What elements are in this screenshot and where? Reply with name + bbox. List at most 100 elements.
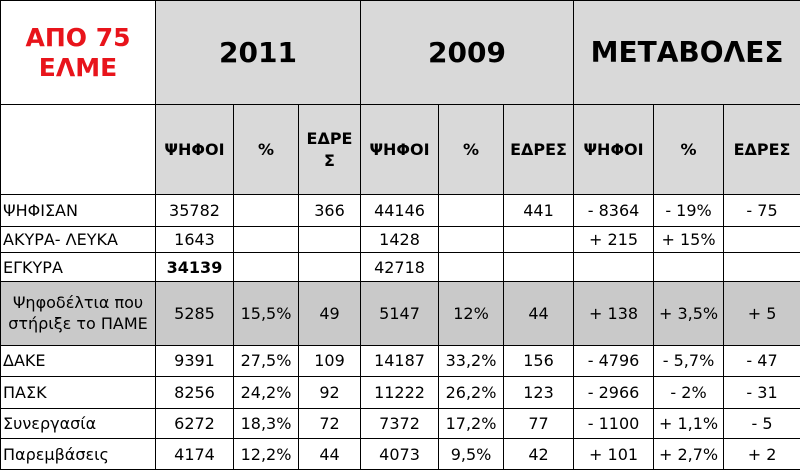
table-cell: 92 [297, 376, 362, 409]
table-cell: + 2,7% [653, 438, 725, 470]
table-cell [233, 193, 299, 227]
table-cell: 12% [438, 281, 505, 346]
table-row: ΠΑΣΚ 8256 24,2% 92 11222 26,2% 123- 2966- 2% - … [0, 376, 800, 409]
table-cell: 156 [503, 344, 575, 378]
table-cell [233, 225, 299, 253]
table-cell: - 4796 [573, 344, 655, 378]
table-cell: 1428 [360, 225, 440, 253]
votes-2011-header: ΨΗΦΟΙ [155, 104, 234, 195]
table-cell: - 5,7% [653, 344, 725, 378]
votes-2009-header: ΨΗΦΟΙ [360, 104, 440, 195]
table-cell: + 3,5% [653, 281, 725, 346]
year-2011-header: 2011 [154, 0, 362, 106]
table-cell [503, 251, 575, 283]
row-label: Συνεργασία [0, 407, 156, 440]
row-label: ΔΑΚΕ [0, 344, 156, 378]
table-cell: 441 [503, 193, 575, 227]
table-cell: 15,5% [233, 281, 299, 346]
table-cell: 8256 [155, 376, 234, 409]
table-cell: 33,2% [438, 344, 505, 378]
table-cell: 24,2% [233, 376, 299, 409]
table-cell [438, 193, 505, 227]
table-cell [573, 251, 655, 283]
table-cell: 123 [503, 376, 575, 409]
table-cell: 77 [503, 407, 575, 440]
row-label: Παρεμβάσεις [0, 438, 156, 470]
table-cell [438, 225, 505, 253]
table-cell: 49 [297, 281, 362, 346]
row-label: ΑΚΥΡΑ- ΛΕΥΚΑ [0, 225, 156, 253]
table-cell: - 2% [653, 376, 725, 409]
table-cell: 366 [297, 193, 362, 227]
table-cell: 44146 [360, 193, 440, 227]
table-cell: 18,3% [233, 407, 299, 440]
sub-header-row: ΨΗΦΟΙ % ΕΔΡΕ Σ ΨΗΦΟΙ % ΕΔΡΕΣ ΨΗΦΟΙ % ΕΔΡΕ… [0, 104, 800, 195]
table-cell: 72 [297, 407, 362, 440]
table-cell [297, 225, 362, 253]
table-cell: 5147 [360, 281, 440, 346]
table-cell: - 19% [653, 193, 725, 227]
table-cell: 35782 [155, 193, 234, 227]
table-cell: + 2 [723, 438, 800, 470]
table-cell: 11222 [360, 376, 440, 409]
row-label: ΠΑΣΚ [0, 376, 156, 409]
table-row: Συνεργασία 6272 18,3% 72 7372 17,2% 77- 1100 + … [0, 407, 800, 440]
table-cell [297, 251, 362, 283]
table-cell: + 1,1% [653, 407, 725, 440]
table-cell: 6272 [155, 407, 234, 440]
table-cell: 44 [297, 438, 362, 470]
table-cell: - 75 [723, 193, 800, 227]
changes-header: ΜΕΤΑΒΟΛΕΣ [573, 0, 800, 106]
table-cell: - 5 [723, 407, 800, 440]
table-cell: 1643 [155, 225, 234, 253]
table-cell: + 15% [653, 225, 725, 253]
pct-2009-header: % [438, 104, 505, 195]
table-cell: 9391 [155, 344, 234, 378]
seats-2009-header: ΕΔΡΕΣ [503, 104, 575, 195]
table-cell [653, 251, 725, 283]
table-cell: - 2966 [573, 376, 655, 409]
table-cell: + 215 [573, 225, 655, 253]
row-label-header [0, 104, 156, 195]
votes-change-header: ΨΗΦΟΙ [573, 104, 655, 195]
table-cell: 9,5% [438, 438, 505, 470]
seats-2011-header: ΕΔΡΕ Σ [297, 104, 362, 195]
table-cell [438, 251, 505, 283]
table-cell: + 5 [723, 281, 800, 346]
table-cell: 42 [503, 438, 575, 470]
table-cell [723, 225, 800, 253]
table-cell: - 47 [723, 344, 800, 378]
pct-2011-header: % [233, 104, 299, 195]
pct-change-header: % [653, 104, 725, 195]
table-cell: + 101 [573, 438, 655, 470]
table-cell: 12,2% [233, 438, 299, 470]
table-cell: 17,2% [438, 407, 505, 440]
table-cell: 4174 [155, 438, 234, 470]
data-rows: ΨΗΦΙΣΑΝ 35782 366 44146 441- 8364- 19% - 75 ΑΚ… [0, 193, 800, 470]
table-cell: 44 [503, 281, 575, 346]
table-cell [503, 225, 575, 253]
table-cell: 34139 [155, 251, 234, 283]
table-row: ΨΗΦΙΣΑΝ 35782 366 44146 441- 8364- 19% - 75 [0, 193, 800, 227]
year-2009-header: 2009 [360, 0, 575, 106]
table-cell: 109 [297, 344, 362, 378]
table-cell: - 1100 [573, 407, 655, 440]
corner-label-text: ΑΠΟ 75 ΕΛΜΕ [25, 22, 131, 82]
row-label: Ψηφοδέλτια που στήριξε το ΠΑΜΕ [0, 281, 156, 346]
table-row: ΕΓΚΥΡΑ 34139 42718 [0, 251, 800, 283]
table-cell: 5285 [155, 281, 234, 346]
row-label: ΕΓΚΥΡΑ [0, 251, 156, 283]
table-cell [723, 251, 800, 283]
table-cell: 14187 [360, 344, 440, 378]
corner-label: ΑΠΟ 75 ΕΛΜΕ [0, 0, 156, 106]
table-row: Ψηφοδέλτια που στήριξε το ΠΑΜΕ 5285 15,5% 4… [0, 281, 800, 346]
seats-change-header: ΕΔΡΕΣ [723, 104, 800, 195]
table-row: Παρεμβάσεις 4174 12,2% 44 4073 9,5% 42 + 101 + 2… [0, 438, 800, 470]
table-cell: + 138 [573, 281, 655, 346]
table-row: ΑΚΥΡΑ- ΛΕΥΚΑ 1643 1428 + 215 + 15% [0, 225, 800, 253]
row-label: ΨΗΦΙΣΑΝ [0, 193, 156, 227]
table-cell: - 8364 [573, 193, 655, 227]
table-row: ΔΑΚΕ 9391 27,5% 109 14187 33,2% 156- 4796- 5,7… [0, 344, 800, 378]
table-cell: 26,2% [438, 376, 505, 409]
